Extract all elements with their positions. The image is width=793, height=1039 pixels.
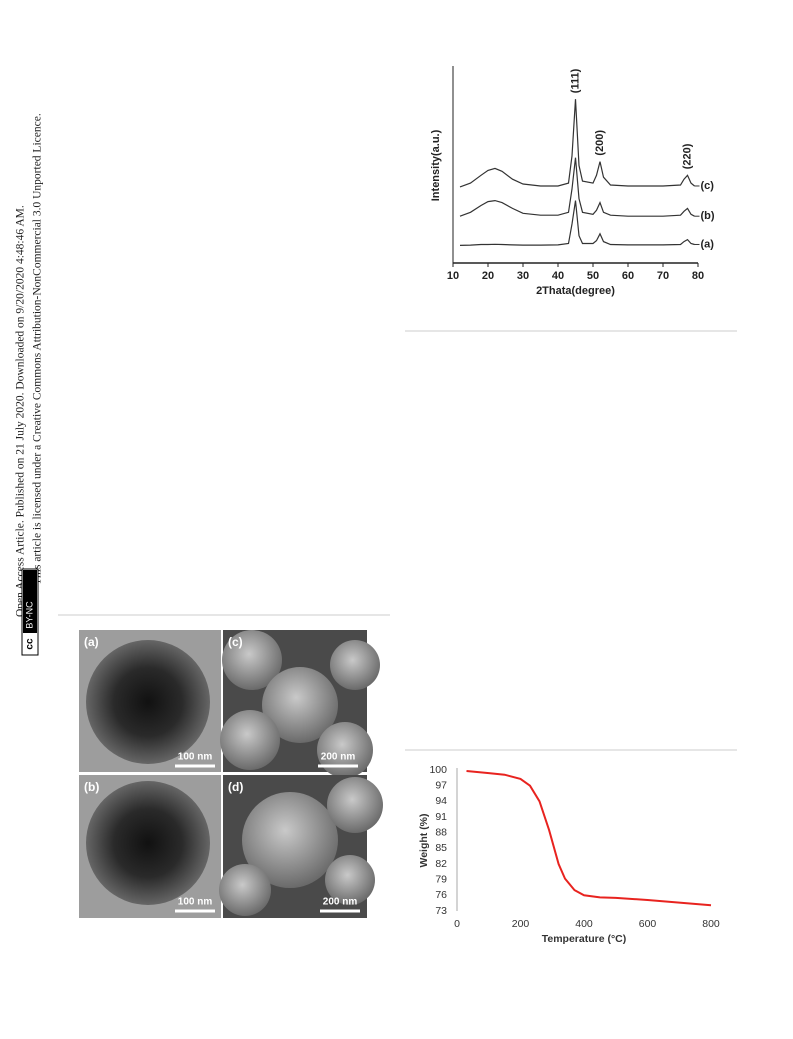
x-axis-label: 2Thata(degree) xyxy=(536,285,615,297)
y-tick-label: 76 xyxy=(435,889,447,901)
y-tick-label: 82 xyxy=(435,858,447,870)
particle xyxy=(330,640,380,690)
micrograph-figure: (a) (c) (b) (d) 100 nm 200 nm 100 nm 200… xyxy=(79,630,383,918)
panel-label: (c) xyxy=(228,635,243,649)
particle xyxy=(86,781,210,905)
x-tick-label: 800 xyxy=(702,918,720,930)
scale-label: 100 nm xyxy=(178,897,213,908)
series-label: (a) xyxy=(701,238,715,250)
y-tick-label: 94 xyxy=(435,795,447,807)
x-tick-label: 200 xyxy=(512,918,530,930)
peak-label: (111) xyxy=(569,68,581,93)
cc-badge: cc BY-NC xyxy=(21,568,39,656)
sidebar-text: This article is licensed under a Creativ… xyxy=(32,113,44,585)
y-tick-label: 73 xyxy=(435,905,447,917)
x-tick-label: 600 xyxy=(639,918,657,930)
scale-label: 200 nm xyxy=(321,752,356,763)
series-label: (c) xyxy=(701,180,715,192)
x-tick-label: 30 xyxy=(517,270,529,282)
particle xyxy=(327,777,383,833)
x-tick-label: 40 xyxy=(552,270,564,282)
data-line xyxy=(466,770,712,907)
y-tick-label: 88 xyxy=(435,826,447,838)
sidebar-line2: This article is licensed under a Creativ… xyxy=(32,113,44,585)
peak-label-group: (220) xyxy=(681,143,693,169)
particle xyxy=(220,710,280,770)
particle xyxy=(219,864,271,916)
panel-label: (a) xyxy=(84,635,99,649)
badge-text: BY-NC xyxy=(24,601,34,629)
peak-label: (200) xyxy=(594,130,606,156)
panel-label: (d) xyxy=(228,780,243,794)
particle xyxy=(317,722,373,778)
data-line xyxy=(459,99,695,188)
data-line xyxy=(459,157,695,217)
x-tick-label: 20 xyxy=(482,270,494,282)
x-tick-label: 400 xyxy=(575,918,593,930)
badge-fill xyxy=(23,570,37,633)
x-tick-label: 60 xyxy=(622,270,634,282)
y-tick-label: 85 xyxy=(435,842,447,854)
peak-label-group: (111) xyxy=(569,68,581,93)
data-line xyxy=(459,200,695,246)
sidebar-text: Open Access Article. Published on 21 Jul… xyxy=(15,205,27,617)
peak-label-group: (200) xyxy=(594,130,606,156)
y-axis-label-group: Weight (%) xyxy=(418,813,430,867)
particle xyxy=(242,792,338,888)
scale-label: 200 nm xyxy=(323,897,358,908)
y-tick-label: 100 xyxy=(429,764,447,776)
badge-cc: cc xyxy=(25,638,36,650)
x-tick-label: 0 xyxy=(454,918,460,930)
series-label: (b) xyxy=(701,210,715,222)
sidebar-line1: Open Access Article. Published on 21 Jul… xyxy=(15,205,27,617)
y-axis-label: Weight (%) xyxy=(418,813,430,867)
y-tick-label: 91 xyxy=(435,811,447,823)
x-tick-label: 80 xyxy=(692,270,704,282)
y-tick-label: 97 xyxy=(435,779,447,791)
peak-label: (220) xyxy=(681,143,693,169)
y-tick-label: 79 xyxy=(435,873,447,885)
x-axis-label: Temperature (°C) xyxy=(542,933,627,945)
x-tick-label: 70 xyxy=(657,270,669,282)
particle xyxy=(86,640,210,764)
y-axis-label: Intensity(a.u.) xyxy=(430,129,442,201)
y-axis-label-group: Intensity(a.u.) xyxy=(430,129,442,201)
x-tick-label: 50 xyxy=(587,270,599,282)
x-tick-label: 10 xyxy=(447,270,459,282)
scale-label: 100 nm xyxy=(178,752,213,763)
particle xyxy=(222,630,282,690)
particle xyxy=(325,855,375,905)
panel-label: (b) xyxy=(84,780,99,794)
particle xyxy=(262,667,338,743)
